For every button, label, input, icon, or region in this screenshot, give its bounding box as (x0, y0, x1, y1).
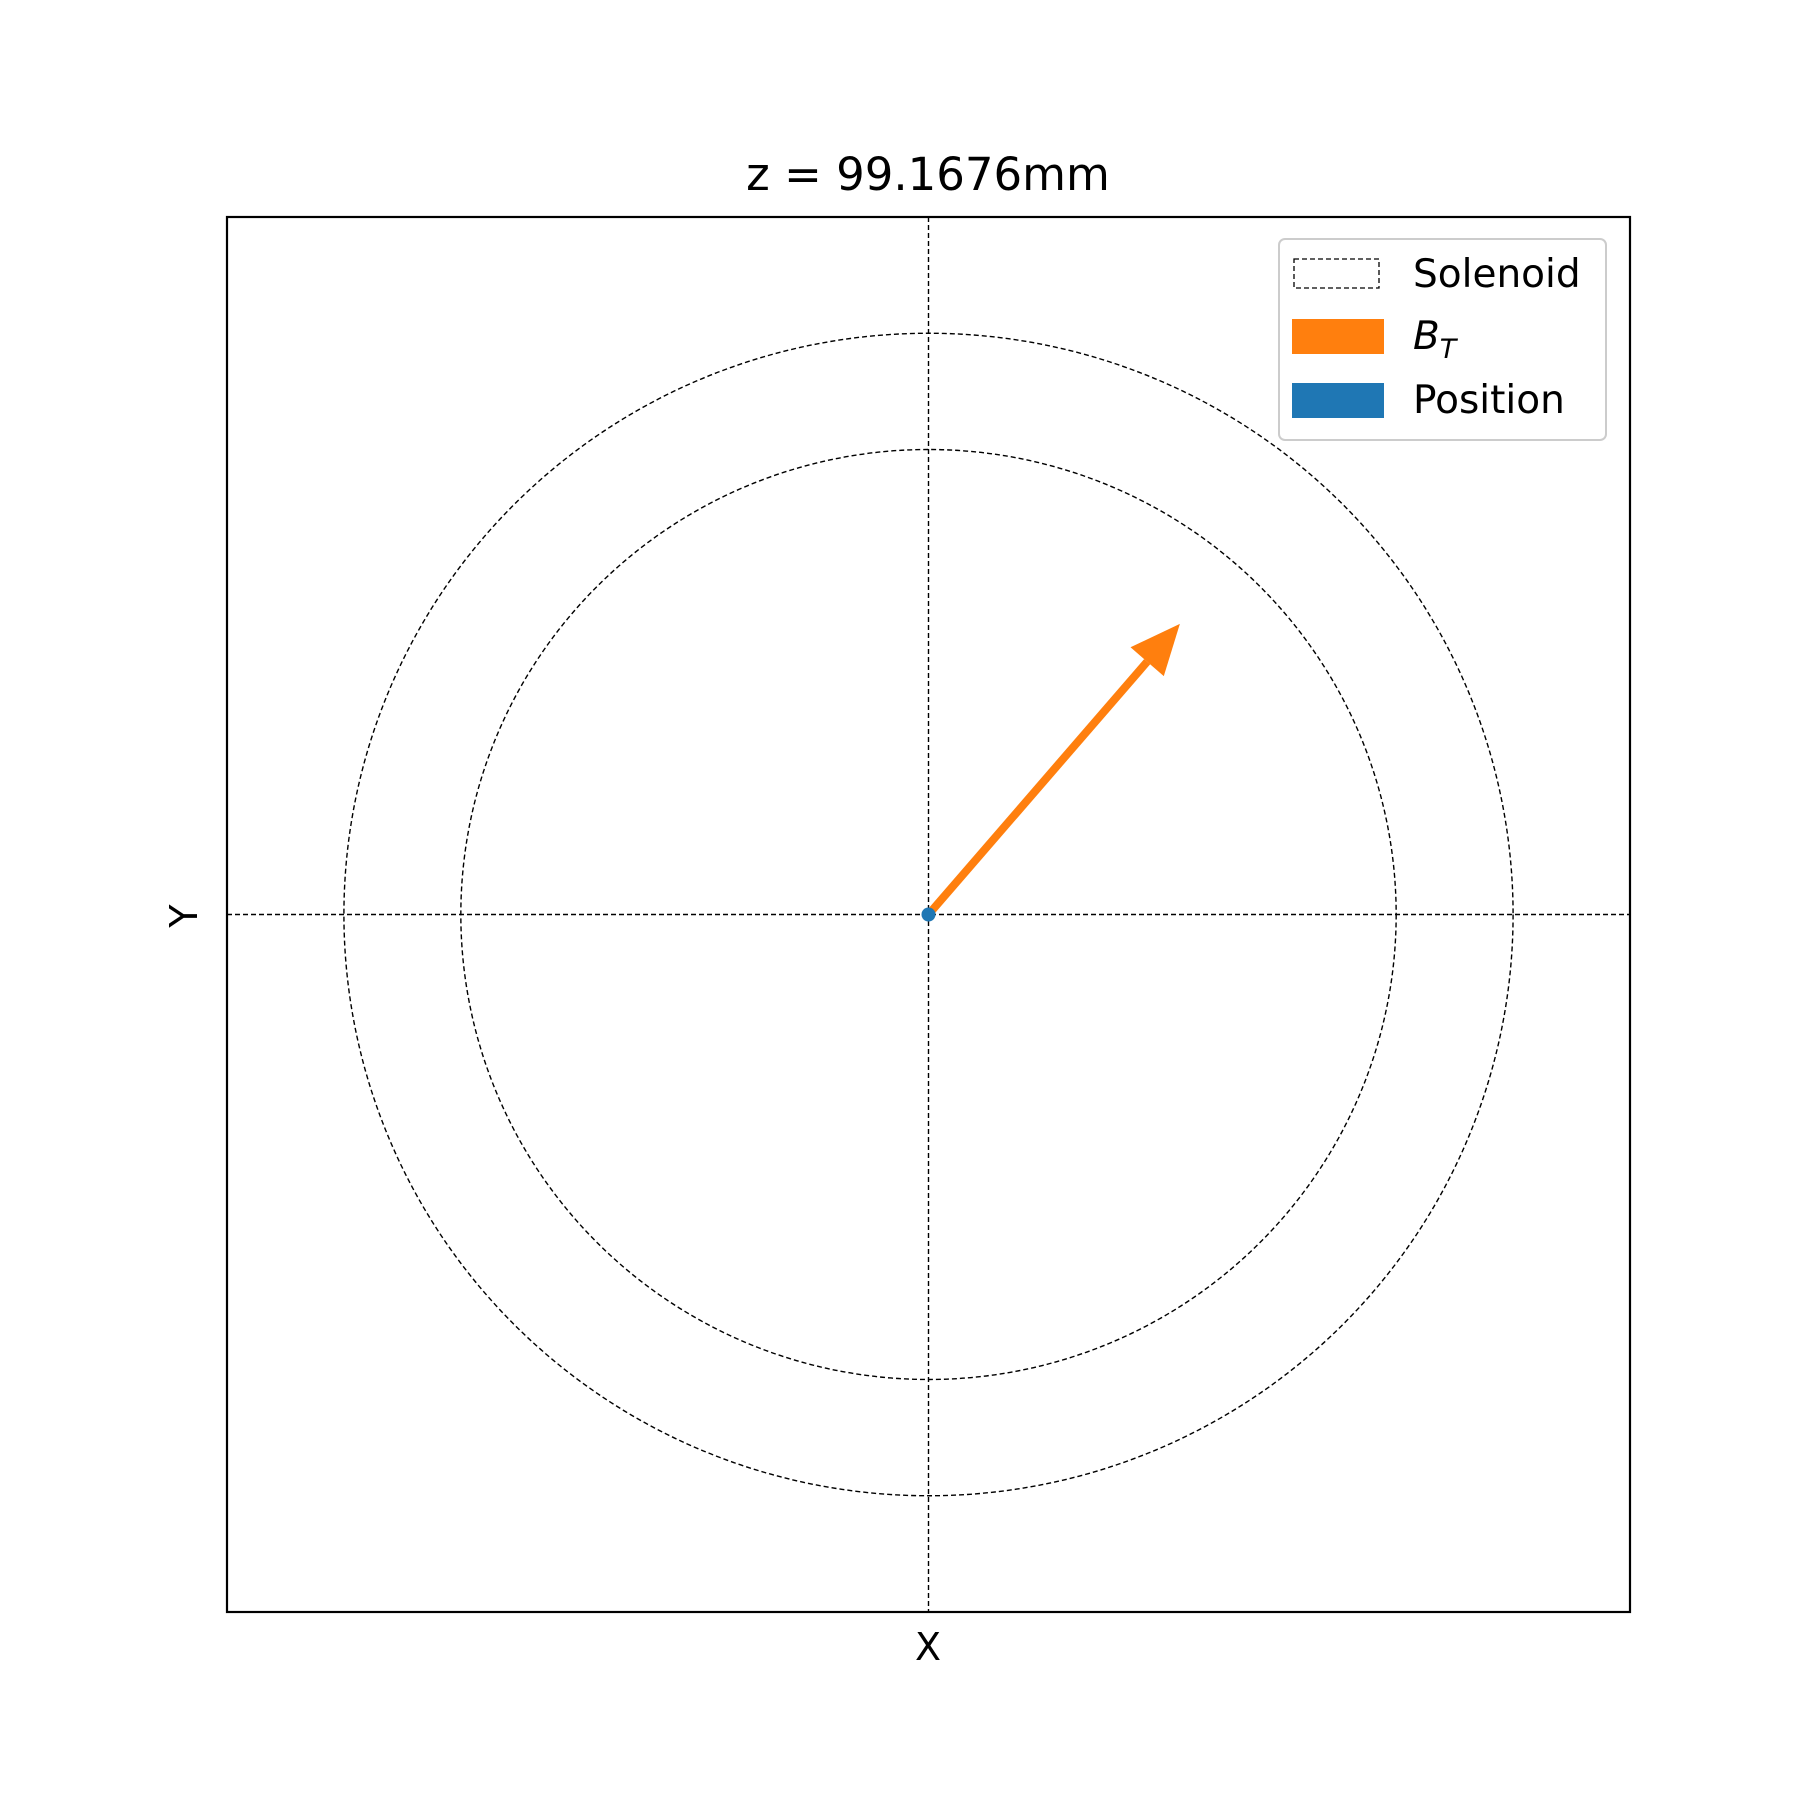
legend-solenoid-label: Solenoid (1413, 252, 1581, 297)
legend-bt-base: B (1413, 314, 1440, 359)
bt-arrow-head (1130, 623, 1180, 677)
axes-frame (225, 215, 1632, 1614)
solenoid-ring-outer (343, 332, 1514, 1497)
legend-position-swatch (1292, 383, 1384, 418)
legend-bt-label: BT (1413, 314, 1459, 365)
legend-position-label: Position (1413, 378, 1565, 423)
chart-title: z = 99.1676mm (746, 148, 1110, 201)
solenoid-ring-inner (460, 448, 1397, 1381)
y-axis-label: Y (162, 904, 206, 929)
bt-arrow-shaft (925, 659, 1151, 918)
legend-solenoid-swatch (1293, 258, 1380, 289)
plot-area (225, 215, 1632, 1614)
x-axis-label: X (915, 1625, 941, 1669)
legend: Solenoid BT Position (1278, 238, 1607, 441)
legend-bt-subscript: T (1440, 334, 1459, 365)
legend-bt-swatch (1292, 319, 1384, 354)
position-marker (921, 907, 936, 922)
